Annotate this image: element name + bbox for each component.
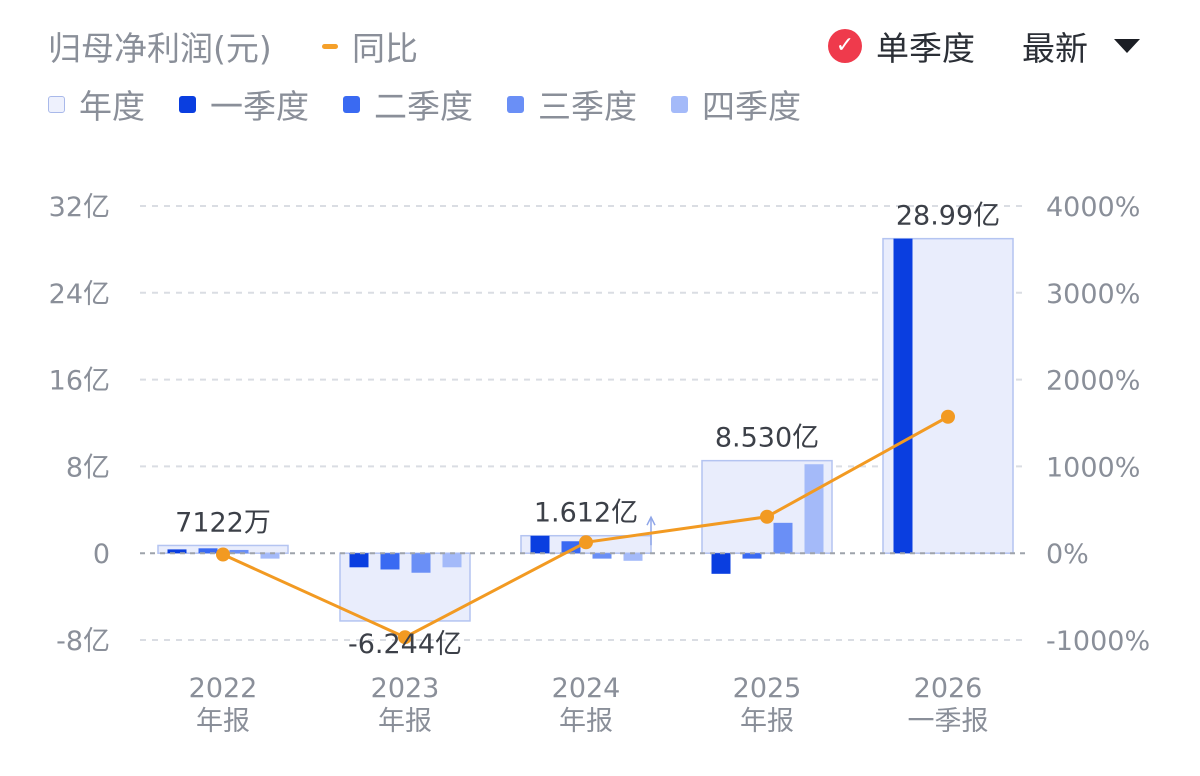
data-label: -6.244亿 <box>348 629 462 660</box>
x-axis-sublabel: 一季报 <box>908 706 989 737</box>
y-axis-left-label: 16亿 <box>49 366 110 397</box>
x-axis-label: 2022 <box>189 673 258 704</box>
legend-label-q1: 一季度 <box>210 87 309 126</box>
yoy-point <box>941 409 955 424</box>
chart-title: 归母净利润(元) <box>48 22 272 70</box>
x-axis-sublabel: 年报 <box>378 706 432 737</box>
legend-label-q2: 二季度 <box>374 87 473 126</box>
y-axis-right-label: -1000% <box>1046 626 1150 657</box>
yoy-legend: 同比 <box>322 22 418 70</box>
quarter-bar <box>561 541 581 554</box>
quarter-bar <box>742 553 762 559</box>
chart-title-text: 归母净利润(元) <box>48 29 272 68</box>
quarter-bar <box>198 548 218 554</box>
legend-label-q4: 四季度 <box>702 87 801 126</box>
quarter-bar <box>442 553 462 568</box>
legend-swatch-q1 <box>179 95 196 113</box>
period-dropdown-label: 最新 <box>1022 29 1088 68</box>
quarter-bar <box>592 553 612 559</box>
chart-legend: 年度 一季度 二季度 三季度 四季度 <box>48 80 835 128</box>
x-axis-label: 2026 <box>914 673 983 704</box>
legend-swatch-annual <box>48 95 65 113</box>
quarter-bar <box>229 549 249 554</box>
legend-label-q3: 三季度 <box>538 87 637 126</box>
yoy-point <box>216 547 230 562</box>
data-label: 28.99亿 <box>896 201 1000 232</box>
legend-swatch-q4 <box>671 95 688 113</box>
legend-item-q1[interactable]: 一季度 <box>179 80 309 128</box>
check-circle-icon: ✓ <box>828 29 862 63</box>
legend-item-q4[interactable]: 四季度 <box>671 80 801 128</box>
quarter-bar <box>711 553 731 574</box>
quarter-bar <box>530 535 550 554</box>
y-axis-right-label: 1000% <box>1046 452 1140 483</box>
legend-swatch-q3 <box>507 95 524 113</box>
quarter-bar <box>380 553 400 570</box>
data-label: 7122万 <box>175 507 271 538</box>
legend-item-annual[interactable]: 年度 <box>48 80 145 128</box>
x-axis-sublabel: 年报 <box>196 706 250 737</box>
single-quarter-toggle[interactable]: ✓ 单季度 <box>828 22 975 70</box>
quarter-bar <box>773 522 793 554</box>
y-axis-left-label: 8亿 <box>66 452 110 483</box>
yoy-point <box>398 630 412 645</box>
y-axis-left-label: 32亿 <box>49 192 110 223</box>
y-axis-left-label: 24亿 <box>49 279 110 310</box>
x-axis-sublabel: 年报 <box>740 706 794 737</box>
yoy-point <box>760 509 774 524</box>
period-dropdown[interactable]: 最新 <box>1022 22 1140 70</box>
quarter-bar <box>260 553 280 559</box>
data-label: 8.530亿 <box>715 423 819 454</box>
legend-item-q2[interactable]: 二季度 <box>343 80 473 128</box>
arrow-up-icon <box>646 515 656 526</box>
quarter-bar <box>411 553 431 573</box>
y-axis-right-label: 3000% <box>1046 279 1140 310</box>
quarter-bar <box>623 553 643 561</box>
single-quarter-label: 单季度 <box>876 29 975 68</box>
quarter-bar <box>167 549 187 554</box>
quarter-bar <box>349 553 369 568</box>
legend-item-q3[interactable]: 三季度 <box>507 80 637 128</box>
caret-down-icon <box>1114 39 1140 53</box>
yoy-point <box>579 535 593 550</box>
quarter-bar <box>804 464 824 554</box>
y-axis-left-label: 0 <box>93 539 110 570</box>
x-axis-label: 2024 <box>552 673 621 704</box>
y-axis-right-label: 2000% <box>1046 366 1140 397</box>
x-axis-label: 2023 <box>371 673 440 704</box>
yoy-line-icon <box>322 43 338 49</box>
yoy-legend-label: 同比 <box>352 29 418 68</box>
quarter-bar <box>893 238 913 554</box>
legend-swatch-q2 <box>343 95 360 113</box>
legend-label-annual: 年度 <box>79 87 145 126</box>
x-axis-label: 2025 <box>733 673 802 704</box>
y-axis-left-label: -8亿 <box>56 626 110 657</box>
y-axis-right-label: 4000% <box>1046 192 1140 223</box>
y-axis-right-label: 0% <box>1046 539 1089 570</box>
data-label: 1.612亿 <box>534 498 638 529</box>
x-axis-sublabel: 年报 <box>559 706 613 737</box>
